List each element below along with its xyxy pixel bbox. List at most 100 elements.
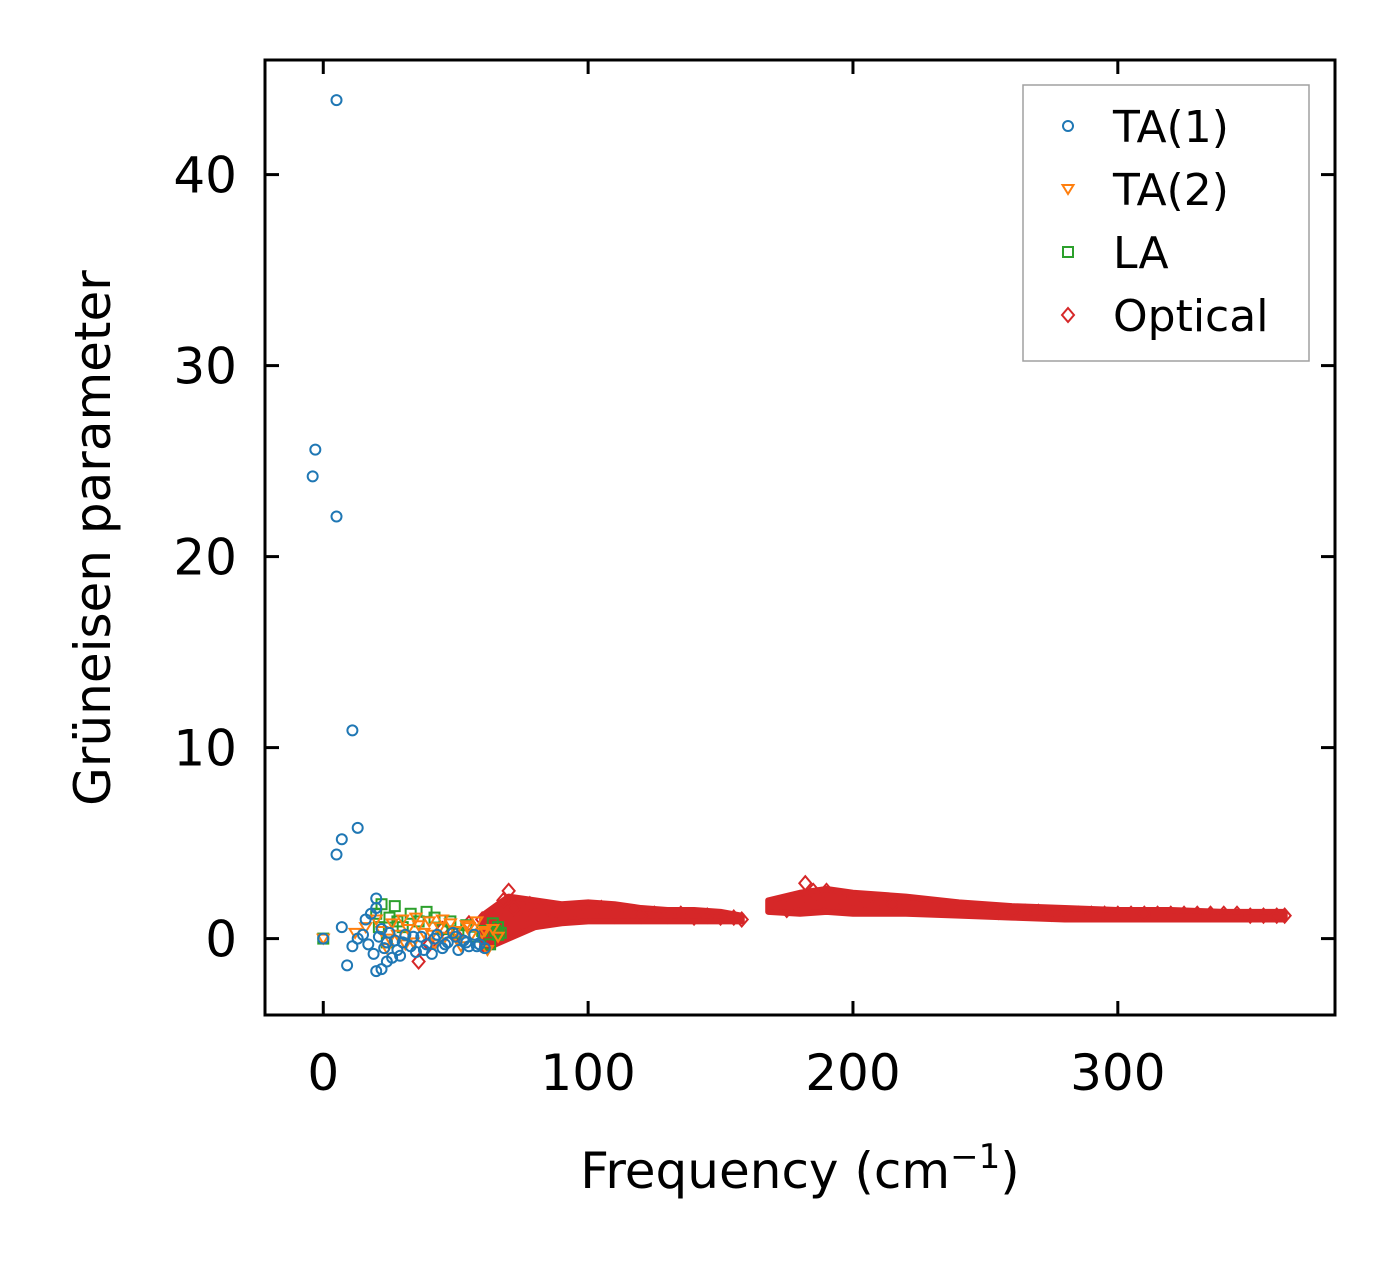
legend-label: LA: [1113, 228, 1169, 279]
legend: TA(1) TA(2) LA Optical: [1022, 84, 1310, 362]
data-point: [567, 901, 583, 919]
data-point: [819, 882, 834, 900]
data-point: [441, 936, 454, 949]
data-point: [1031, 903, 1046, 921]
data-point: [384, 918, 400, 931]
axis-tick-labels: 0 100 200 300 0 10 20 30 40: [173, 147, 1165, 1102]
data-point: [351, 821, 364, 834]
legend-label: TA(1): [1112, 102, 1229, 153]
data-point: [1136, 905, 1152, 923]
data-point: [382, 933, 397, 946]
x-tick-label: 300: [1070, 1044, 1165, 1102]
data-point: [1044, 905, 1059, 923]
axis-ticks: [265, 60, 1335, 1015]
data-point: [779, 901, 795, 919]
data-point: [1242, 907, 1258, 925]
data-point: [1203, 905, 1218, 923]
data-point: [1004, 903, 1020, 921]
data-point: [797, 874, 813, 892]
data-point: [541, 899, 556, 917]
data-point: [388, 934, 401, 947]
data-point: [673, 905, 689, 923]
data-point: [1277, 907, 1292, 925]
data-point: [416, 927, 432, 940]
data-point: [417, 944, 430, 957]
data-point: [1256, 907, 1271, 925]
data-point: [409, 945, 422, 958]
legend-entry: LA: [1062, 228, 1169, 279]
data-point: [460, 936, 473, 949]
legend-marker: [1062, 246, 1074, 258]
legend-entry: TA(2): [1060, 165, 1229, 216]
data-point: [514, 912, 530, 930]
data-point: [734, 910, 750, 929]
legend-marker: [1062, 120, 1074, 132]
y-tick-label: 0: [205, 911, 237, 969]
data-point: [408, 912, 424, 925]
data-point: [432, 922, 448, 935]
data-point: [435, 914, 450, 927]
data-point: [872, 891, 887, 909]
data-point: [938, 899, 953, 917]
data-point: [501, 882, 516, 900]
data-point: [421, 916, 437, 929]
data-point: [1163, 905, 1179, 923]
data-point: [726, 909, 742, 927]
data-point: [452, 944, 465, 957]
data-point: [468, 928, 481, 941]
plot-area: [306, 94, 1292, 978]
data-point: [686, 909, 702, 927]
data-point: [1057, 905, 1073, 923]
data-point: [359, 913, 372, 926]
data-point: [477, 925, 493, 938]
data-point: [1017, 903, 1033, 921]
data-point: [335, 921, 348, 934]
data-point: [330, 510, 343, 523]
data-point: [346, 724, 359, 737]
legend-marker: [1060, 306, 1076, 324]
data-point: [330, 848, 343, 861]
data-point: [399, 928, 412, 941]
y-tick-label: 20: [173, 529, 237, 587]
data-point: [991, 903, 1006, 921]
data-point: [335, 833, 348, 846]
data-point: [485, 924, 501, 936]
data-point: [633, 907, 649, 925]
data-point: [406, 937, 421, 950]
legend-label: TA(2): [1112, 165, 1229, 216]
data-point: [356, 928, 369, 941]
x-axis-title: Frequency (cm−1): [580, 1137, 1020, 1200]
data-point: [527, 907, 543, 925]
data-point: [792, 893, 808, 911]
data-point: [367, 947, 380, 960]
data-point: [370, 965, 383, 978]
data-point: [522, 895, 538, 913]
data-point: [411, 920, 426, 933]
data-point: [306, 470, 319, 483]
data-point: [424, 929, 440, 942]
legend-label: Optical: [1113, 291, 1268, 342]
data-point: [394, 949, 407, 962]
data-point: [580, 905, 596, 923]
data-point: [506, 899, 522, 917]
data-point: [488, 905, 503, 923]
data-point: [1123, 905, 1139, 923]
data-point: [885, 895, 901, 913]
legend-marker: [1060, 184, 1076, 196]
data-point: [459, 920, 474, 933]
x-tick-label: 100: [540, 1044, 635, 1102]
data-point: [964, 901, 980, 919]
y-tick-label: 10: [173, 720, 237, 778]
data-point: [607, 907, 622, 925]
data-point: [858, 893, 874, 911]
data-point: [978, 901, 993, 919]
legend-entry: Optical: [1060, 291, 1268, 342]
data-point: [330, 94, 343, 107]
data-point: [378, 942, 391, 955]
data-point: [443, 918, 458, 931]
data-point: [766, 897, 781, 915]
data-point: [470, 940, 483, 953]
data-point: [490, 931, 506, 944]
data-point: [362, 938, 375, 951]
data-point: [925, 897, 940, 915]
